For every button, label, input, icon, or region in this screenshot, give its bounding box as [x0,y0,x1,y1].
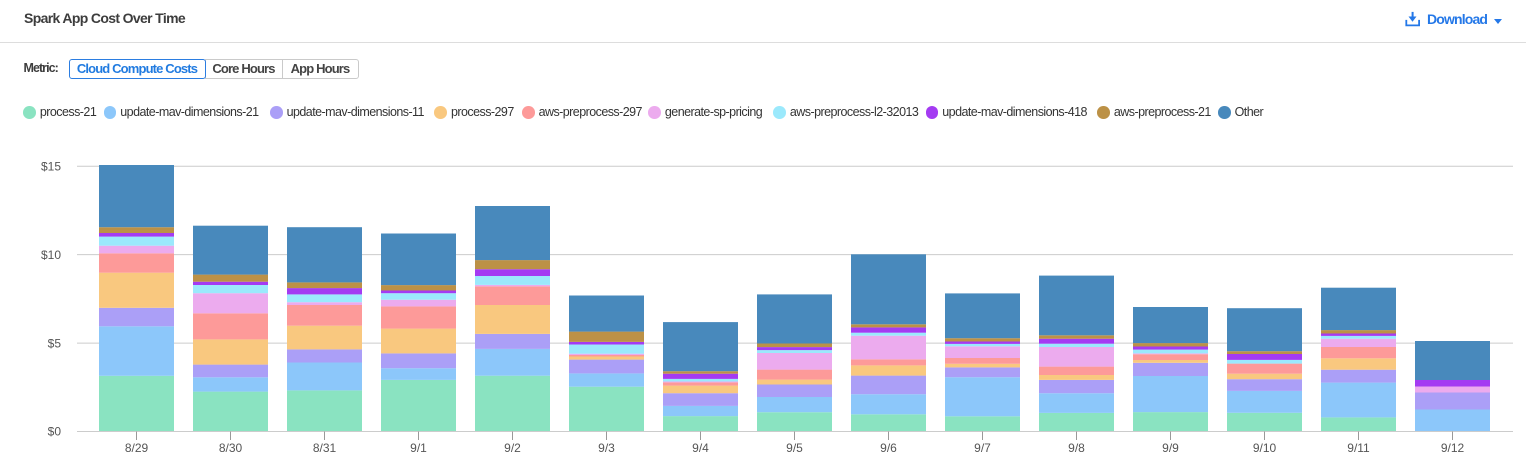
svg-text:9/9: 9/9 [1162,441,1179,455]
svg-text:9/8: 9/8 [1068,441,1085,455]
svg-text:9/1: 9/1 [410,441,427,455]
svg-text:9/6: 9/6 [880,441,897,455]
svg-text:9/11: 9/11 [1347,441,1370,455]
svg-text:$10: $10 [41,248,61,262]
svg-text:$0: $0 [48,425,62,439]
svg-text:9/7: 9/7 [974,441,991,455]
svg-text:9/12: 9/12 [1441,441,1465,455]
svg-text:9/5: 9/5 [786,441,803,455]
svg-text:8/31: 8/31 [313,441,337,455]
svg-text:8/29: 8/29 [125,441,149,455]
svg-text:9/4: 9/4 [692,441,709,455]
svg-text:9/3: 9/3 [598,441,615,455]
svg-text:8/30: 8/30 [219,441,243,455]
svg-text:$15: $15 [41,159,61,173]
svg-text:9/10: 9/10 [1253,441,1277,455]
svg-text:9/2: 9/2 [504,441,521,455]
svg-text:$5: $5 [48,336,62,350]
